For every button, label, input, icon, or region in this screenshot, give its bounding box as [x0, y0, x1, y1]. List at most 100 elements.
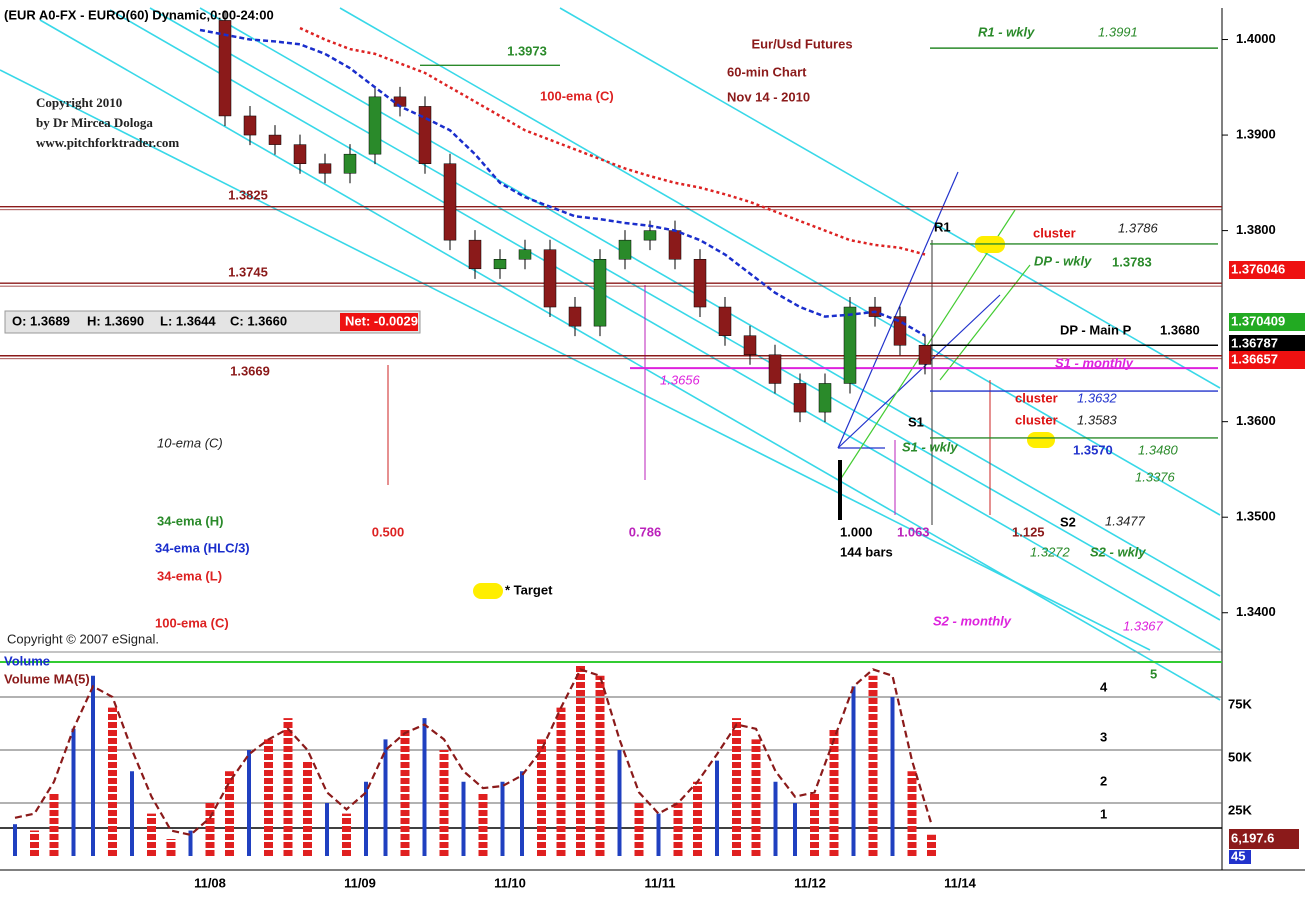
cycle-label: 4: [1100, 679, 1108, 694]
candle: [268, 134, 282, 145]
cycle-label: 2: [1100, 773, 1107, 788]
annotation: by Dr Mircea Dologa: [36, 115, 153, 130]
annotation: 10-ema (C): [157, 435, 223, 450]
cycle-label: 3: [1100, 729, 1107, 744]
cycle-label: 1: [1100, 806, 1107, 821]
y-tick-label: 1.3800: [1236, 222, 1276, 237]
net-box: [340, 313, 418, 331]
level-name: cluster: [1015, 412, 1058, 427]
pitchfork-line: [149, 7, 1221, 621]
fork-line: [837, 171, 959, 449]
ohlc-value: Net: -0.0029: [345, 313, 418, 328]
fib-label: 0.786: [629, 524, 662, 539]
candle: [743, 335, 757, 356]
level-label: 1.3991: [1098, 24, 1138, 39]
level-name: DP - wkly: [1034, 253, 1092, 268]
y-tick-label: 75K: [1228, 696, 1252, 711]
candle: [768, 354, 782, 384]
candle: [843, 306, 857, 384]
level-label: 1.3973: [507, 43, 547, 58]
value-box: [1229, 850, 1251, 864]
y-tick-label: 1.3400: [1236, 604, 1276, 619]
fork-line: [939, 264, 1031, 381]
chart-subtitle: Nov 14 - 2010: [727, 89, 810, 104]
level-label: 1.3367: [1123, 618, 1164, 633]
annotation: Copyright © 2007 eSignal.: [7, 631, 159, 646]
pitchfork-line: [339, 7, 1221, 516]
level-label: 1.3745: [228, 264, 268, 279]
last-value: 45: [1231, 848, 1245, 863]
candle: [443, 163, 457, 241]
ohlc-value: O: 1.3689: [12, 313, 70, 328]
y-tick-label: 25K: [1228, 802, 1252, 817]
fib-label: 144 bars: [840, 544, 893, 559]
pitchfork-line: [0, 69, 1151, 651]
y-tick-label: 1.3500: [1236, 509, 1276, 524]
level-label: 1.3632: [1077, 390, 1118, 405]
level-label: 1.3825: [228, 187, 268, 202]
target-marker: [473, 583, 503, 599]
volume-ma: [14, 668, 933, 836]
legend-label: Volume MA(5): [4, 671, 90, 686]
price-box-label: 1.370409: [1231, 313, 1285, 328]
y-tick-label: 1.3600: [1236, 413, 1276, 428]
pitchfork-line: [109, 9, 1221, 651]
level-label: 1.3570: [1073, 442, 1113, 457]
ma-line: [299, 26, 926, 256]
price-box-label: 1.36787: [1231, 335, 1278, 350]
level-name: DP - Main P: [1060, 322, 1132, 337]
x-tick-label: 11/08: [194, 875, 226, 890]
y-tick-label: 1.4000: [1236, 31, 1276, 46]
ohlc-value: C: 1.3660: [230, 313, 287, 328]
candle: [643, 230, 657, 241]
candle: [518, 249, 532, 260]
level-name: S2: [1060, 514, 1076, 529]
chart-header: (EUR A0-FX - EURO(60) Dynamic,0:00-24:00: [4, 7, 274, 22]
candle: [793, 383, 807, 413]
candle: [493, 259, 507, 270]
chart-subtitle: 60-min Chart: [727, 64, 807, 79]
legend-label: Volume: [4, 653, 50, 668]
candle: [918, 344, 932, 365]
ma-line: [199, 28, 926, 337]
price-box-label: 1.36657: [1231, 351, 1278, 366]
last-value: 6,197.6: [1231, 830, 1274, 845]
x-tick-label: 11/12: [794, 875, 826, 890]
fib-label: 0.500: [372, 524, 405, 539]
annotation: S1 - wkly: [902, 439, 958, 454]
annotation: 34-ema (L): [157, 568, 222, 583]
ohlc-value: L: 1.3644: [160, 313, 216, 328]
ohlc-value: H: 1.3690: [87, 313, 144, 328]
candle: [543, 249, 557, 308]
price-box: [1229, 261, 1305, 279]
annotation: S1: [908, 414, 924, 429]
legend-label: 100-ema (C): [540, 88, 614, 103]
cycle-label: 5: [1150, 666, 1157, 681]
x-tick-label: 11/11: [644, 875, 675, 890]
level-label: 1.3669: [230, 363, 270, 378]
x-tick-label: 11/14: [944, 875, 977, 890]
level-label: 1.3477: [1105, 513, 1146, 528]
candle: [243, 115, 257, 136]
annotation: 34-ema (H): [157, 513, 223, 528]
level-name: S2 - monthly: [933, 613, 1012, 628]
annotation: Copyright 2010: [36, 95, 122, 110]
fib-lines: [387, 285, 991, 520]
up-fork: [837, 171, 1001, 449]
annotation: www.pitchforktrader.com: [36, 135, 179, 150]
legend-label: 100-ema (C): [155, 615, 229, 630]
ohlc-box: [4, 310, 421, 334]
candle: [693, 259, 707, 308]
candle: [568, 306, 582, 327]
candle: [468, 239, 482, 270]
y-tick-label: 1.3900: [1236, 127, 1276, 142]
chart-title: Eur/Usd Futures: [751, 36, 852, 51]
candle: [343, 153, 357, 174]
candle: [368, 96, 382, 155]
level-label: 1.3656: [660, 372, 701, 387]
fib-label: 1.000: [840, 524, 873, 539]
annotation: R1: [934, 219, 951, 234]
level-label: 1.3783: [1112, 254, 1152, 269]
